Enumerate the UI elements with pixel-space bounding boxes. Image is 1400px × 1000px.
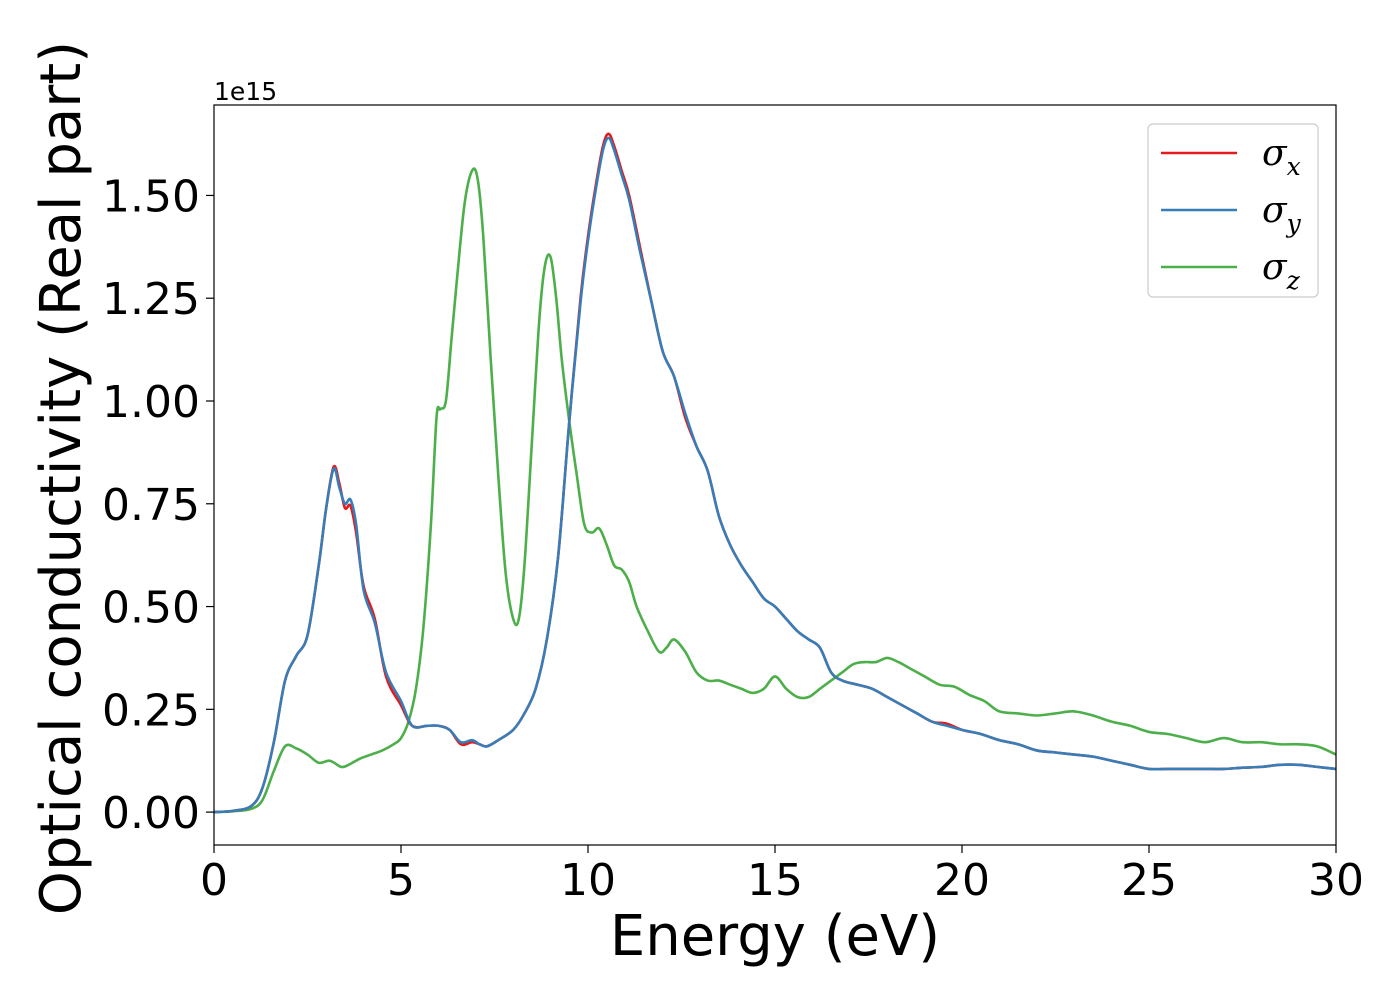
x-tick-label: 30 — [1308, 855, 1364, 906]
y-tick-label: 1.00 — [102, 377, 200, 428]
y-tick-label: 0.50 — [102, 583, 200, 634]
x-tick-label: 15 — [747, 855, 803, 906]
legend-symbol: σ — [1262, 247, 1288, 288]
legend-symbol: σ — [1262, 190, 1288, 231]
legend-subscript: x — [1287, 152, 1301, 181]
x-tick-label: 25 — [1121, 855, 1177, 906]
y-offset-text: 1e15 — [214, 77, 277, 106]
legend-symbol: σ — [1262, 133, 1288, 174]
legend-label-x: σx — [1262, 133, 1301, 181]
legend-subscript: z — [1286, 266, 1301, 295]
y-axis-title: Optical conductivity (Real part) — [29, 41, 94, 915]
x-tick-label: 5 — [387, 855, 415, 906]
y-tick-label: 0.75 — [102, 480, 200, 531]
x-tick-label: 10 — [560, 855, 616, 906]
plot-lines — [214, 132, 1336, 814]
y-tick-label: 0.00 — [102, 788, 200, 839]
y-tick-label: 0.25 — [102, 685, 200, 736]
y-tick-label: 1.25 — [102, 274, 200, 325]
legend-label-y: σy — [1262, 190, 1302, 238]
x-axis-ticks: 0 5 10 15 20 25 30 — [200, 845, 1364, 906]
x-tick-label: 20 — [934, 855, 990, 906]
series-line-y — [214, 136, 1336, 814]
x-axis-title: Energy (eV) — [610, 904, 940, 969]
y-axis-ticks: 0.00 0.25 0.50 0.75 1.00 1.25 1.50 — [102, 171, 214, 839]
legend-label-z: σz — [1262, 247, 1301, 295]
x-tick-label: 0 — [200, 855, 228, 906]
legend-subscript: y — [1286, 209, 1302, 238]
y-tick-label: 1.50 — [102, 171, 200, 222]
